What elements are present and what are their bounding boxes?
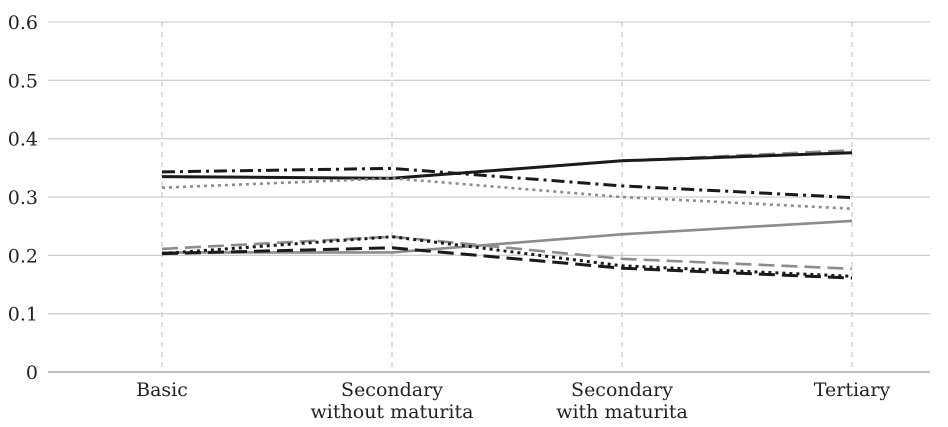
y-axis-ticks: 0 0.1 0.2 0.3 0.4 0.5 0.6 xyxy=(8,12,38,384)
y-tick-label: 0.4 xyxy=(8,129,38,151)
x-category-label-line: with maturita xyxy=(556,401,688,423)
series-line-3 xyxy=(162,168,852,197)
x-category-label: Basic xyxy=(136,379,188,401)
x-category-label-line: Tertiary xyxy=(814,379,891,401)
series-line-1 xyxy=(162,150,852,178)
x-category-label: Tertiary xyxy=(814,379,891,401)
x-category-label-line: Secondary xyxy=(341,379,443,401)
series-line-4 xyxy=(162,178,852,208)
y-tick-label: 0.3 xyxy=(8,187,38,209)
y-tick-label: 0.1 xyxy=(8,304,38,326)
y-tick-label: 0.6 xyxy=(8,12,38,34)
series-line-2 xyxy=(162,153,852,179)
x-category-label: Secondary without maturita xyxy=(311,379,474,423)
x-category-label: Secondary with maturita xyxy=(556,379,688,423)
y-tick-label: 0 xyxy=(26,362,38,384)
series-line-8 xyxy=(162,248,852,278)
series-lines xyxy=(162,150,852,278)
x-category-label-line: Secondary xyxy=(571,379,673,401)
x-category-label-line: Basic xyxy=(136,379,188,401)
y-tick-label: 0.5 xyxy=(8,70,38,92)
grid xyxy=(48,22,930,372)
y-tick-label: 0.2 xyxy=(8,245,38,267)
x-category-label-line: without maturita xyxy=(311,401,474,423)
